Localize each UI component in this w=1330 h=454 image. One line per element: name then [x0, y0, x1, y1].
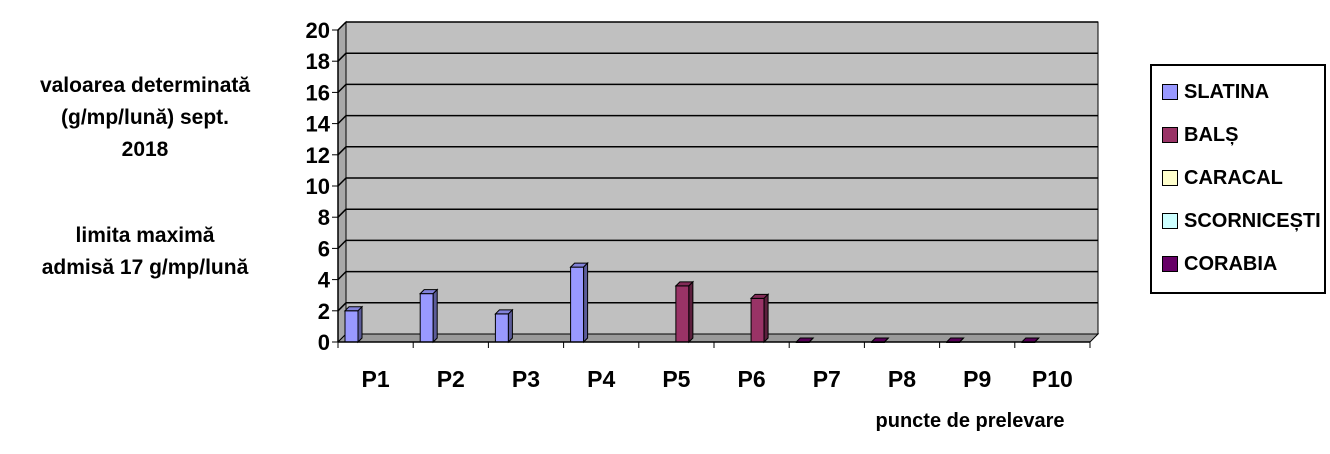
x-tick-label: P9	[963, 366, 991, 392]
y-tick-label: 18	[306, 49, 330, 74]
legend-item-caracal: CARACAL	[1162, 166, 1283, 190]
bar	[494, 313, 509, 343]
x-tick-label: P5	[662, 366, 690, 392]
legend-swatch-corabia	[1162, 256, 1178, 272]
bar-side	[884, 337, 889, 343]
legend-swatch-slatina	[1162, 84, 1178, 100]
bar	[675, 285, 690, 343]
bar-side	[1034, 337, 1040, 343]
bar-side	[959, 337, 964, 343]
bar-side	[357, 305, 363, 344]
bar	[570, 266, 585, 343]
bar-side	[688, 280, 694, 344]
y-axis-label-line-3: 2018	[121, 138, 169, 161]
x-axis-label: puncte de prelevare	[875, 410, 1065, 432]
bar-side	[583, 261, 589, 344]
legend-swatch-bals	[1162, 127, 1178, 143]
legend: SLATINA BALȘ CARACAL SCORNICEȘTI CORABIA	[1150, 64, 1326, 294]
y-tick-label: 2	[318, 299, 330, 324]
gridline-side	[337, 21, 347, 31]
limit-note: limita maximă admisă 17 g/mp/lună	[0, 220, 290, 284]
y-tick-label: 4	[318, 268, 331, 293]
gridline-side	[337, 115, 347, 125]
legend-label-scornicesti: SCORNICEȘTI	[1184, 209, 1321, 232]
bar-side	[808, 337, 814, 343]
limit-note-line-1: limita maximă	[75, 224, 215, 247]
gridline-side	[337, 83, 347, 93]
limit-note-line-2: admisă 17 g/mp/lună	[41, 256, 249, 279]
bar-side	[763, 293, 769, 344]
x-tick-label: P4	[587, 366, 615, 392]
x-tick-label: P1	[362, 366, 390, 392]
x-tick-label: P10	[1032, 366, 1073, 392]
gridline-side	[337, 177, 347, 187]
x-tick-label: P8	[888, 366, 916, 392]
y-axis-label-line-1: valoarea determinată	[39, 74, 251, 97]
legend-item-scornicesti: SCORNICEȘTI	[1162, 209, 1321, 233]
gridline-side	[337, 52, 347, 62]
gridline-side	[337, 239, 347, 249]
y-axis-label: valoarea determinată (g/mp/lună) sept. 2…	[0, 70, 290, 166]
legend-item-corabia: CORABIA	[1162, 252, 1277, 276]
legend-swatch-scornicesti	[1162, 213, 1178, 229]
bar-side	[507, 308, 513, 344]
x-tick-label: P3	[512, 366, 540, 392]
legend-label-slatina: SLATINA	[1184, 80, 1270, 103]
y-tick-label: 16	[306, 80, 330, 105]
bar	[419, 293, 434, 343]
y-tick-label: 6	[318, 236, 330, 261]
bar	[750, 297, 765, 343]
plot-floor	[336, 333, 1100, 343]
legend-item-bals: BALȘ	[1162, 123, 1238, 147]
x-tick-label: P2	[437, 366, 465, 392]
y-tick-label: 14	[306, 112, 331, 137]
y-tick-label: 10	[306, 174, 330, 199]
gridline-side	[337, 146, 347, 156]
gridline-side	[337, 302, 347, 312]
x-tick-label: P7	[813, 366, 841, 392]
legend-swatch-caracal	[1162, 170, 1178, 186]
gridline-side	[337, 271, 347, 281]
bar-side	[432, 288, 438, 344]
legend-label-caracal: CARACAL	[1184, 166, 1283, 189]
y-axis-label-line-2: (g/mp/lună) sept.	[61, 106, 229, 129]
y-tick-label: 8	[318, 205, 330, 230]
legend-label-corabia: CORABIA	[1184, 252, 1278, 275]
y-tick-label: 20	[306, 18, 330, 43]
x-tick-label: P6	[738, 366, 766, 392]
legend-item-slatina: SLATINA	[1162, 80, 1269, 104]
gridline-side	[337, 208, 347, 218]
y-tick-label: 0	[318, 330, 330, 355]
legend-label-bals: BALȘ	[1184, 123, 1239, 146]
y-tick-label: 12	[306, 143, 330, 168]
bar	[344, 310, 359, 343]
